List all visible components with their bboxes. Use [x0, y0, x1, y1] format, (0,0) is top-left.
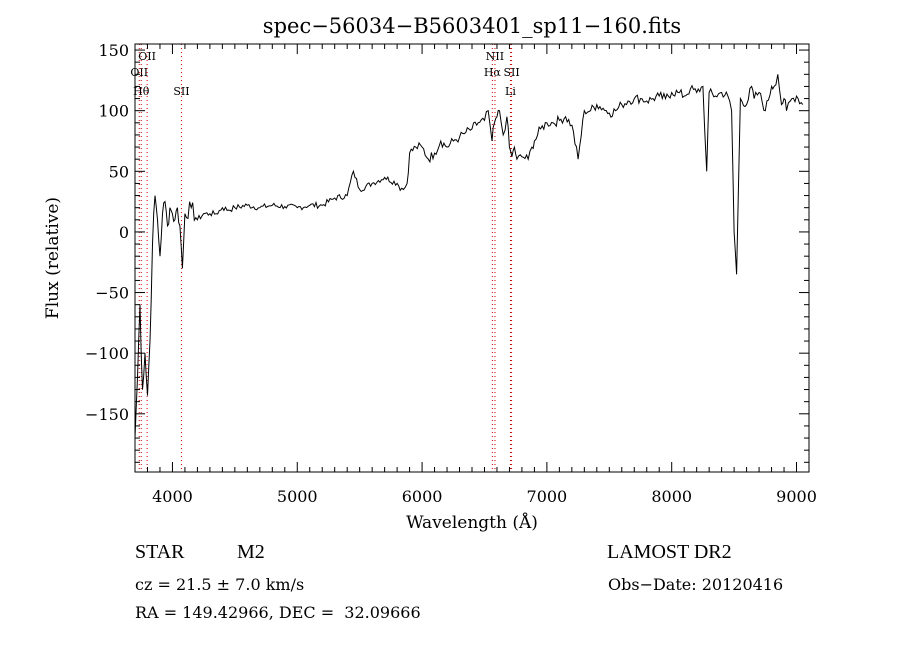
marker-label-7: Li [505, 85, 516, 98]
x-tick-label: 7000 [527, 487, 568, 506]
marker-label-0: OII [130, 66, 148, 79]
y-tick-label: 0 [119, 223, 129, 242]
x-axis: 4000 5000 6000 7000 8000 9000 [134, 44, 817, 506]
y-tick-label: −100 [85, 344, 129, 363]
x-tick-label: 9000 [776, 487, 817, 506]
marker-label-1: Hθ [133, 85, 150, 98]
x-tick-label: 5000 [277, 487, 318, 506]
chart-title: spec−56034−B5603401_sp11−160.fits [263, 14, 681, 38]
y-tick-label: 150 [98, 41, 129, 60]
plot-frame [134, 43, 810, 473]
y-tick-label: −150 [85, 405, 129, 424]
marker-label-4: Hα [484, 66, 502, 79]
x-tick-label: 8000 [651, 487, 692, 506]
survey-label: LAMOST DR2 [607, 541, 732, 563]
y-axis: −150 −100 −50 0 50 100 150 [85, 41, 809, 463]
x-tick-label: 4000 [152, 487, 193, 506]
y-tick-label: 100 [98, 102, 129, 121]
y-axis-label: Flux (relative) [43, 197, 63, 319]
y-tick-label: 50 [109, 162, 129, 181]
spectrum-series [134, 74, 804, 439]
marker-label-3: SII [173, 85, 189, 98]
x-tick-label: 6000 [402, 487, 443, 506]
spectrum-line-0 [134, 74, 804, 439]
marker-label-6: SII [503, 66, 519, 79]
marker-label-5: NII [486, 50, 504, 63]
marker-label-2: OII [138, 50, 156, 63]
object-subclass: M2 [237, 541, 265, 563]
obs-date-line: Obs−Date: 20120416 [608, 575, 784, 594]
coordinates-line: RA = 149.42966, DEC = 32.09666 [135, 603, 421, 622]
object-class: STAR [135, 541, 185, 563]
redshift-line: cz = 21.5 ± 7.0 km/s [135, 575, 305, 594]
y-tick-label: −50 [95, 284, 129, 303]
x-axis-label: Wavelength (Å) [406, 512, 538, 533]
